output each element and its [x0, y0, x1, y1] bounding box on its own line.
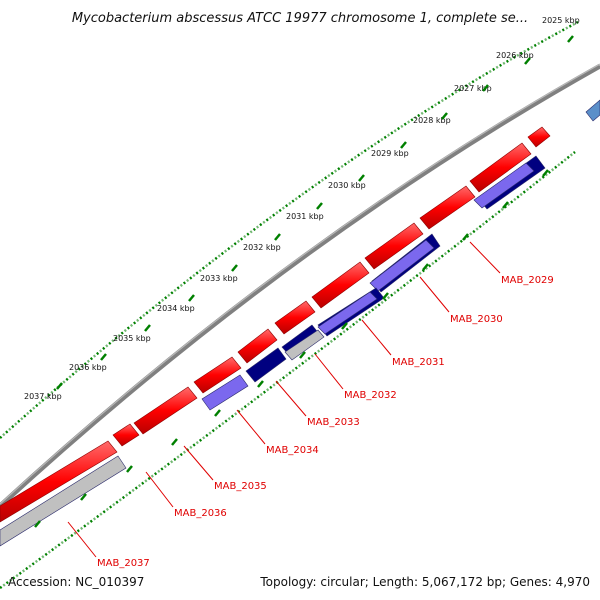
- ruler-label-2034: 2034 kbp: [157, 304, 195, 313]
- inner-ruler-ticks: [34, 169, 549, 528]
- ruler-label-2029: 2029 kbp: [371, 149, 409, 158]
- ruler-label-2036: 2036 kbp: [69, 363, 107, 372]
- forward-strand-genes: [0, 126, 551, 523]
- ruler-label-2035: 2035 kbp: [113, 334, 151, 343]
- inner-ruler: [0, 151, 576, 590]
- gene-forward-5: [311, 261, 370, 309]
- ruler-label-2037: 2037 kbp: [24, 392, 62, 401]
- outer-ruler-ticks: [56, 35, 574, 390]
- gene-label-mab-2037[interactable]: MAB_2037: [67, 521, 150, 569]
- gene-reverse-11: [0, 455, 127, 547]
- gene-labels: MAB_2029 MAB_2030 MAB_2031 MAB_2032 MAB_…: [67, 241, 554, 569]
- gene-forward-6: [274, 300, 316, 335]
- gene-reverse-2: [473, 162, 535, 209]
- gene-label-mab-2033[interactable]: MAB_2033: [275, 380, 360, 428]
- ruler-labels: 2025 kbp 2026 kbp 2027 kbp 2028 kbp 2029…: [24, 16, 580, 401]
- gene-label-mab-2029[interactable]: MAB_2029: [469, 241, 554, 286]
- gene-forward-4: [364, 222, 424, 270]
- gene-label-mab-2035[interactable]: MAB_2035: [183, 445, 267, 492]
- gene-forward-9: [133, 386, 198, 435]
- ruler-label-2026: 2026 kbp: [496, 51, 534, 60]
- svg-text:MAB_2033: MAB_2033: [307, 417, 360, 428]
- topology-summary: Topology: circular; Length: 5,067,172 bp…: [259, 575, 590, 589]
- gene-reverse-8: [284, 329, 325, 361]
- chromosome-backbone: [0, 63, 600, 508]
- gene-forward-8: [193, 356, 242, 394]
- gene-label-mab-2036[interactable]: MAB_2036: [145, 471, 227, 519]
- reverse-strand-genes: [0, 99, 600, 547]
- outer-ruler: [0, 20, 579, 439]
- svg-text:MAB_2029: MAB_2029: [501, 275, 554, 286]
- gene-reverse-10: [201, 374, 249, 411]
- svg-text:MAB_2032: MAB_2032: [344, 390, 397, 401]
- gene-label-mab-2034[interactable]: MAB_2034: [236, 409, 319, 456]
- gene-label-mab-2032[interactable]: MAB_2032: [314, 353, 397, 401]
- svg-text:MAB_2037: MAB_2037: [97, 558, 150, 569]
- svg-text:MAB_2036: MAB_2036: [174, 508, 227, 519]
- svg-text:MAB_2031: MAB_2031: [392, 357, 445, 368]
- ruler-label-2030: 2030 kbp: [328, 181, 366, 190]
- gene-label-mab-2030[interactable]: MAB_2030: [419, 276, 503, 325]
- gene-forward-1: [527, 126, 551, 148]
- ruler-label-2032: 2032 kbp: [243, 243, 281, 252]
- svg-text:MAB_2030: MAB_2030: [450, 314, 503, 325]
- gene-forward-10: [112, 423, 140, 447]
- gene-forward-3: [419, 185, 476, 230]
- ruler-label-2028: 2028 kbp: [413, 116, 451, 125]
- gene-forward-2: [469, 142, 532, 193]
- ruler-label-2025: 2025 kbp: [542, 16, 580, 25]
- ruler-label-2027: 2027 kbp: [454, 84, 492, 93]
- svg-text:MAB_2035: MAB_2035: [214, 481, 267, 492]
- gene-reverse-6: [317, 291, 378, 335]
- ruler-label-2031: 2031 kbp: [286, 212, 324, 221]
- accession-text: Accession: NC_010397: [8, 575, 144, 589]
- map-title: Mycobacterium abscessus ATCC 19977 chrom…: [72, 11, 528, 26]
- gene-label-mab-2031[interactable]: MAB_2031: [361, 319, 445, 368]
- gene-reverse-0: [585, 99, 600, 122]
- svg-text:MAB_2034: MAB_2034: [266, 445, 319, 456]
- gene-forward-7: [237, 328, 278, 364]
- gene-reverse-9: [245, 347, 287, 383]
- gene-forward-11: [0, 440, 118, 523]
- ruler-label-2033: 2033 kbp: [200, 274, 238, 283]
